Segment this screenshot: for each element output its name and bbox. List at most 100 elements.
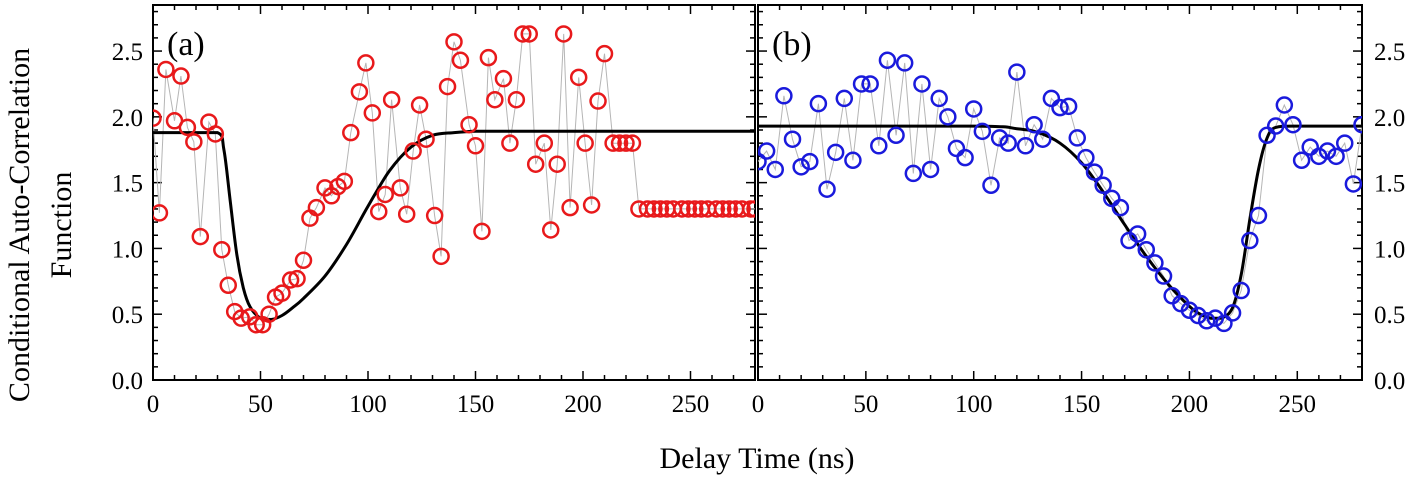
data-point [1103,189,1121,208]
data-point [679,200,698,218]
y-tick-label: 0.0 [1374,368,1405,395]
data-point [1241,231,1259,250]
data-point [232,309,250,327]
data-point [990,129,1009,147]
data-point [947,139,966,158]
data-point [1275,96,1294,114]
data-point [818,180,836,198]
panel-a: 0 50 100 150 200 250 0.0 0.5 1.0 1.5 2.0 2.5 (a) [112,4,756,418]
data-point [887,126,905,145]
data-point [507,90,526,109]
data-point [417,130,435,148]
data-point [1197,312,1216,330]
data-point [473,222,491,241]
data-point [494,69,513,88]
y-tick-label: 0.0 [112,368,143,395]
data-point [1310,147,1328,166]
data-point [273,284,291,302]
x-tick-label: 0 [147,391,160,418]
data-point [213,240,231,259]
data-point [288,269,306,288]
data-point [746,200,755,218]
data-point [1051,98,1069,117]
y-axis-title-line1: Conditional Auto-Correlation [3,48,36,402]
data-point [809,94,828,113]
data-connector-line [153,33,755,326]
data-point [1025,115,1043,134]
data-point [1353,115,1362,134]
data-point [604,134,622,152]
data-point [645,200,663,218]
x-tick-label: 150 [1063,391,1101,418]
data-point [526,155,545,173]
x-tick-label: 0 [752,391,765,418]
plot-area [758,51,1362,333]
y-tick-label: 2.0 [112,105,143,132]
data-point [1189,306,1207,325]
data-point [153,109,162,127]
data-point [878,51,897,70]
data-point [486,90,504,109]
y-tick-label: 2.0 [1374,105,1405,132]
data-point [514,25,532,43]
data-point [733,200,751,218]
data-point [335,172,354,191]
data-point [260,305,278,323]
data-point [673,200,691,218]
data-point [172,67,190,85]
data-point [1094,176,1112,195]
data-point [1301,138,1319,156]
data-point [576,134,594,152]
data-point [792,158,810,176]
data-point [956,148,974,167]
x-tick-label: 200 [564,391,602,418]
data-point [1008,63,1026,81]
x-tick-label: 150 [457,391,495,418]
data-point [363,104,382,122]
data-point [206,125,225,143]
data-point [382,90,401,109]
data-point [561,198,579,217]
data-point [1284,115,1302,134]
data-point [617,134,635,152]
data-point [973,122,992,141]
data-point [939,108,957,126]
y-tick-label: 2.5 [112,39,143,66]
data-point [801,152,819,171]
panel-label: (a) [167,26,205,63]
data-point [835,89,854,108]
data-point [404,142,422,160]
data-point [294,251,313,270]
data-point [247,315,265,334]
data-point [595,44,614,63]
data-point [520,25,538,43]
data-point [548,155,566,173]
data-point [582,196,601,214]
data-point [610,134,629,152]
data-point [376,185,394,204]
data-point [1232,281,1250,300]
data-point [714,200,732,218]
plot-frame [757,4,1363,381]
data-point [281,271,300,289]
data-point [1059,97,1078,116]
data-point [964,100,983,118]
data-point [370,202,388,221]
x-tick-label: 250 [672,391,710,418]
data-point [826,143,845,162]
x-tick-label: 100 [955,391,993,418]
y-tick-label: 0.5 [1374,302,1405,329]
data-point [542,221,560,239]
data-point [479,48,498,67]
data-point [153,204,169,222]
panel-b: 0 50 100 150 200 250 0.0 0.5 1.0 1.5 2.0 2.5 (b) [752,4,1405,418]
data-point [191,227,210,246]
data-point [1111,198,1130,217]
data-point [638,200,657,218]
data-point [1206,309,1225,327]
data-point [758,152,767,171]
data-point [1249,206,1268,225]
data-point [397,205,416,223]
fit-curve [153,129,755,322]
y-axis-title-line2: Function [45,172,78,279]
